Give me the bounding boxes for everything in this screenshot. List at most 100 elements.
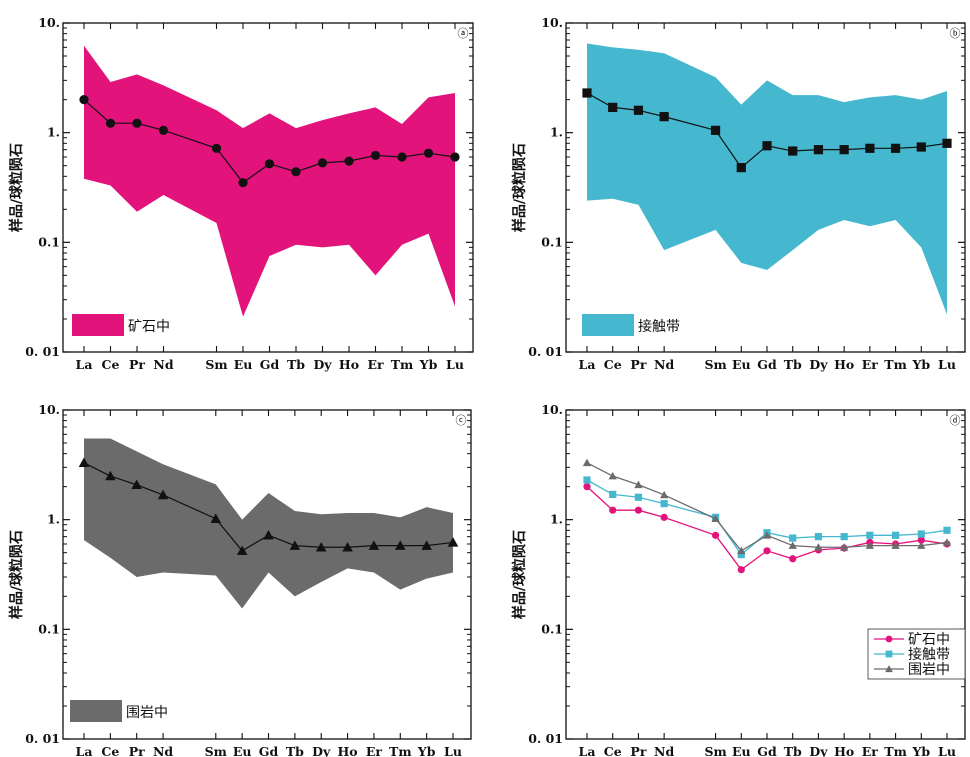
x-tick-label: Yb — [419, 357, 438, 372]
data-point — [583, 483, 591, 491]
x-tick-label: Pr — [630, 744, 646, 757]
x-tick-label: Ce — [101, 744, 119, 757]
legend-label: 围岩中 — [126, 705, 168, 721]
data-point — [814, 533, 823, 541]
x-tick-label: Dy — [809, 744, 828, 757]
data-point — [609, 490, 617, 498]
x-tick-label: Pr — [630, 357, 646, 372]
x-tick-label: Yb — [911, 357, 930, 372]
data-point — [157, 489, 169, 500]
data-point — [78, 457, 90, 468]
data-point — [211, 143, 222, 153]
data-point — [762, 141, 772, 151]
y-axis-label: 样品/球粒陨石 — [8, 530, 25, 619]
x-tick-label: Lu — [938, 357, 956, 372]
data-point — [317, 158, 328, 168]
data-point — [788, 541, 797, 549]
x-tick-label: Eu — [732, 744, 751, 757]
ree-range-band — [587, 43, 947, 315]
x-tick-label: Er — [862, 357, 879, 372]
data-point — [840, 543, 849, 551]
x-tick-label: Pr — [129, 744, 145, 757]
data-point — [885, 650, 893, 658]
x-tick-label: Pr — [129, 357, 145, 372]
x-tick-label: Dy — [312, 744, 331, 757]
x-tick-label: Tm — [884, 357, 907, 372]
y-tick-label: 0.1 — [38, 621, 60, 636]
legend-entry: 接触带 — [908, 646, 950, 663]
x-tick-label: Ce — [604, 744, 622, 757]
data-point — [105, 118, 116, 128]
data-point — [370, 150, 381, 161]
data-point — [814, 543, 823, 551]
y-axis-label: 样品/球粒陨石 — [511, 530, 528, 619]
x-tick-label: Eu — [732, 357, 751, 372]
series-line — [586, 486, 948, 571]
data-point — [917, 536, 925, 544]
x-tick-label: Nd — [654, 744, 674, 757]
legend-swatch — [582, 314, 634, 336]
x-tick-label: Ho — [337, 744, 357, 757]
data-point — [238, 178, 248, 188]
x-tick-label: Yb — [417, 744, 436, 757]
data-point — [736, 163, 746, 173]
x-tick-label: Er — [367, 357, 384, 372]
data-point — [158, 125, 169, 135]
data-point — [763, 547, 771, 555]
data-point — [865, 143, 875, 153]
y-tick-label: 10. — [38, 15, 60, 30]
data-point — [344, 156, 354, 166]
x-tick-label: Nd — [153, 744, 173, 757]
x-tick-label: Nd — [654, 357, 674, 372]
y-tick-label: 0.1 — [38, 234, 60, 249]
legend-entry: 矿石中 — [908, 632, 950, 648]
y-tick-label: 1. — [550, 125, 563, 140]
x-tick-label: Er — [366, 744, 383, 757]
x-tick-label: Ho — [834, 357, 854, 372]
data-point — [582, 88, 592, 98]
data-point — [866, 531, 874, 539]
y-tick-label: 0. 01 — [25, 344, 60, 359]
data-point — [737, 566, 745, 574]
x-tick-label: Gd — [757, 357, 777, 372]
data-point — [342, 541, 353, 552]
data-point — [583, 476, 591, 484]
y-tick-label: 0.1 — [541, 234, 563, 249]
panel-label: ⓑ — [950, 27, 961, 40]
data-point — [634, 480, 643, 489]
data-point — [891, 541, 900, 549]
y-tick-label: 1. — [550, 512, 563, 527]
x-tick-label: Tb — [286, 744, 304, 757]
panel-label: ⓒ — [456, 414, 467, 427]
x-tick-label: La — [76, 357, 93, 372]
data-point — [885, 665, 893, 673]
x-tick-label: Tb — [784, 357, 802, 372]
data-point — [711, 531, 720, 539]
x-tick-label: Eu — [234, 357, 253, 372]
plot-frame — [62, 22, 474, 353]
panel-label: ⓓ — [950, 414, 961, 427]
x-tick-label: Lu — [446, 357, 464, 372]
x-tick-label: Tb — [287, 357, 305, 372]
data-point — [840, 533, 848, 541]
y-tick-label: 10. — [541, 402, 563, 417]
legend-entry: 围岩中 — [908, 662, 950, 678]
data-point — [710, 125, 721, 135]
data-point — [633, 105, 644, 115]
x-tick-label: Nd — [153, 357, 173, 372]
panel-1: 0. 01 0.1 1. 10. 样品/球粒陨石 La Ce Pr Nd Sm Eu Gd Tb Dy Ho… — [8, 15, 474, 372]
data-point — [634, 493, 643, 501]
x-tick-label: Eu — [233, 744, 252, 757]
data-point — [450, 152, 460, 162]
data-point — [917, 530, 925, 538]
data-point — [289, 540, 301, 550]
data-point — [421, 540, 432, 550]
data-point — [885, 635, 893, 643]
ree-range-band — [84, 45, 455, 317]
y-tick-label: 10. — [541, 15, 563, 30]
x-tick-label: Lu — [938, 744, 956, 757]
data-point — [609, 506, 617, 514]
data-point — [660, 500, 668, 508]
data-point — [942, 138, 952, 148]
data-point — [813, 145, 824, 155]
